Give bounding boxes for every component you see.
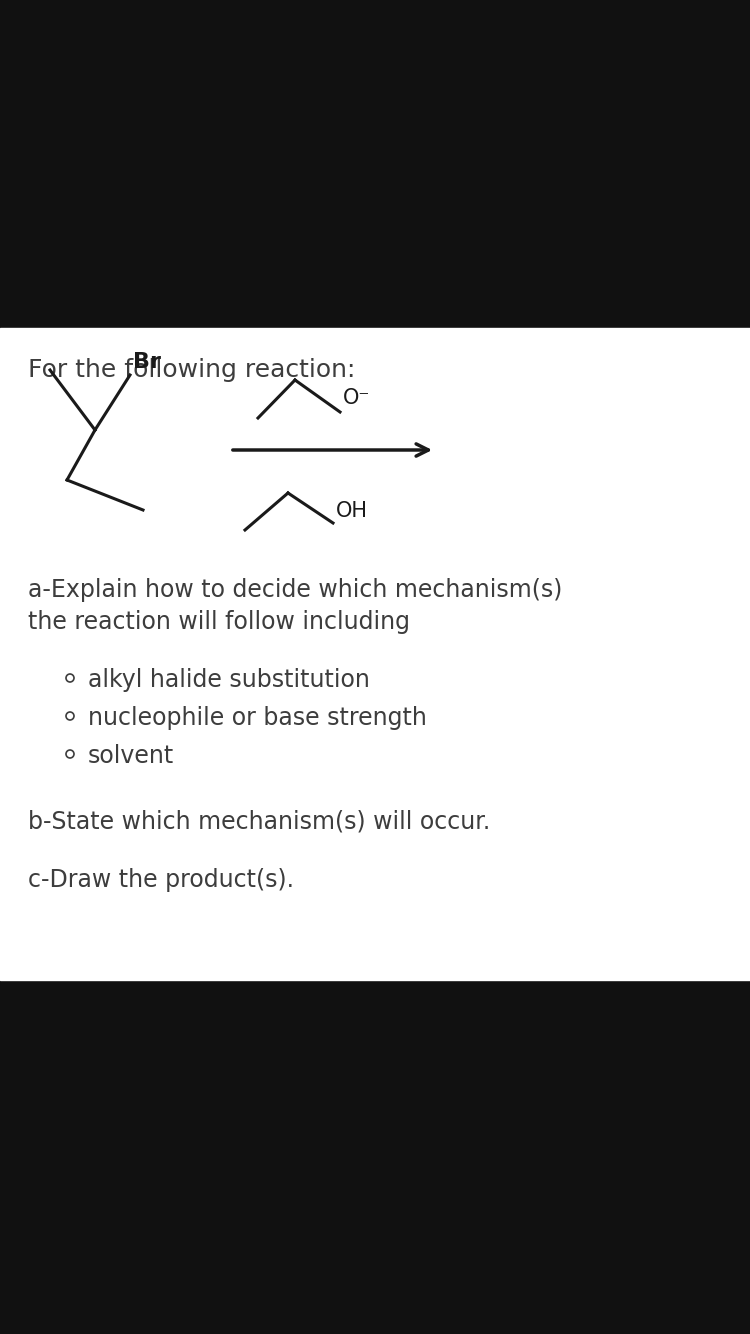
Text: nucleophile or base strength: nucleophile or base strength bbox=[88, 706, 427, 730]
Bar bbox=[0, 328, 750, 980]
Text: a-Explain how to decide which mechanism(s): a-Explain how to decide which mechanism(… bbox=[28, 578, 562, 602]
Text: Br: Br bbox=[133, 352, 161, 372]
Text: c-Draw the product(s).: c-Draw the product(s). bbox=[28, 868, 294, 892]
Text: For the following reaction:: For the following reaction: bbox=[28, 358, 356, 382]
Text: b-State which mechanism(s) will occur.: b-State which mechanism(s) will occur. bbox=[28, 810, 490, 834]
Text: solvent: solvent bbox=[88, 744, 174, 768]
Text: alkyl halide substitution: alkyl halide substitution bbox=[88, 668, 370, 692]
Text: OH: OH bbox=[336, 502, 368, 522]
Text: O⁻: O⁻ bbox=[343, 388, 370, 408]
Text: the reaction will follow including: the reaction will follow including bbox=[28, 610, 410, 634]
